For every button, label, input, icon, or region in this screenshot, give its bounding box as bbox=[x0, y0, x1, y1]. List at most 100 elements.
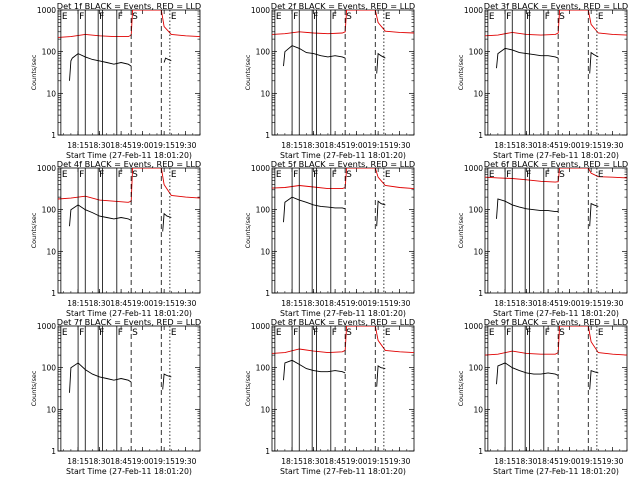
chart-title: Det 5f BLACK = Events, RED = LLD bbox=[271, 159, 415, 169]
event-marker-label: F bbox=[332, 170, 337, 180]
plot-frame bbox=[57, 325, 201, 452]
x-tick-label: 18:15 bbox=[494, 141, 516, 150]
y-tick-label: 10 bbox=[46, 247, 56, 256]
event-marker-label: F bbox=[332, 12, 337, 22]
series-line-lld bbox=[272, 326, 414, 354]
event-marker-label: E bbox=[62, 12, 68, 22]
x-tick-label: 18:15 bbox=[67, 457, 89, 466]
x-tick-label: 19:15 bbox=[153, 457, 175, 466]
x-tick-label: 19:30 bbox=[175, 141, 197, 150]
series-line-events bbox=[69, 362, 132, 393]
event-marker-label: F bbox=[99, 328, 104, 338]
data-area bbox=[272, 326, 414, 387]
event-marker-label: F bbox=[545, 170, 550, 180]
y-tick-label: 1000 bbox=[464, 6, 483, 15]
x-tick-label: 18:30 bbox=[303, 457, 325, 466]
x-axis-label: Start Time (27-Feb-11 18:01:20) bbox=[66, 151, 192, 160]
event-marker-label: F bbox=[293, 328, 298, 338]
chart-panel-8: Det 8f BLACK = Events, RED = LLD 1 10 100 10… bbox=[244, 317, 415, 476]
y-axis-label: Counts/sec bbox=[244, 212, 252, 248]
y-tick-label: 100 bbox=[42, 206, 57, 215]
event-marker-label: F bbox=[293, 170, 298, 180]
y-tick-label: 1000 bbox=[251, 6, 270, 15]
series-line-events bbox=[496, 362, 559, 385]
data-area bbox=[69, 362, 172, 393]
chart-panel-1: Det 1f BLACK = Events, RED = LLD 1 10 100 10… bbox=[30, 1, 201, 160]
event-marker-label: E bbox=[171, 12, 177, 22]
chart-title: Det 9f BLACK = Events, RED = LLD bbox=[484, 317, 628, 327]
y-axis-label: Counts/sec bbox=[457, 370, 465, 406]
y-tick-label: 100 bbox=[42, 48, 57, 57]
x-tick-label: 18:15 bbox=[67, 299, 89, 308]
event-marker-label: E bbox=[598, 12, 604, 22]
event-marker-label: E bbox=[385, 328, 391, 338]
event-marker-label: S bbox=[559, 12, 565, 22]
x-tick-label: 18:15 bbox=[67, 141, 89, 150]
y-tick-label: 100 bbox=[469, 206, 484, 215]
x-axis-label: Start Time (27-Feb-11 18:01:20) bbox=[280, 309, 406, 318]
x-tick-label: 19:00 bbox=[346, 299, 368, 308]
y-tick-label: 100 bbox=[256, 364, 271, 373]
event-marker-label: F bbox=[506, 12, 511, 22]
series-line-events bbox=[589, 202, 599, 227]
x-tick-label: 18:15 bbox=[281, 141, 303, 150]
y-tick-label: 10 bbox=[260, 405, 270, 414]
series-line-events bbox=[283, 196, 346, 223]
x-tick-label: 18:45 bbox=[110, 299, 132, 308]
event-marker-label: F bbox=[506, 170, 511, 180]
y-axis-label: Counts/sec bbox=[30, 212, 38, 248]
event-marker-label: F bbox=[526, 12, 531, 22]
chart-panel-5: Det 5f BLACK = Events, RED = LLD 1 10 100 10… bbox=[244, 159, 415, 318]
y-tick-label: 1000 bbox=[464, 322, 483, 331]
series-line-lld bbox=[272, 10, 414, 35]
x-tick-label: 18:15 bbox=[494, 457, 516, 466]
x-tick-label: 19:30 bbox=[175, 457, 197, 466]
event-marker-label: E bbox=[62, 170, 68, 180]
x-tick-label: 19:30 bbox=[602, 299, 624, 308]
x-tick-label: 19:15 bbox=[153, 141, 175, 150]
y-axis-label: Counts/sec bbox=[244, 54, 252, 90]
chart-title: Det 4f BLACK = Events, RED = LLD bbox=[57, 159, 201, 169]
plot-frame bbox=[484, 9, 628, 136]
event-marker-label: F bbox=[79, 12, 84, 22]
y-tick-label: 1 bbox=[51, 131, 56, 140]
plot-frame bbox=[57, 167, 201, 294]
y-axis-label: Counts/sec bbox=[30, 54, 38, 90]
event-marker-label: F bbox=[526, 328, 531, 338]
chart-panel-2: Det 2f BLACK = Events, RED = LLD 1 10 100 10… bbox=[244, 1, 415, 160]
event-marker-label: F bbox=[506, 328, 511, 338]
y-tick-label: 100 bbox=[256, 48, 271, 57]
chart-title: Det 6f BLACK = Events, RED = LLD bbox=[484, 159, 628, 169]
event-marker-label: E bbox=[62, 328, 68, 338]
series-line-events bbox=[283, 45, 346, 67]
x-tick-label: 19:30 bbox=[602, 141, 624, 150]
x-tick-label: 19:15 bbox=[580, 457, 602, 466]
plot-frame bbox=[271, 325, 415, 452]
event-marker-label: F bbox=[545, 12, 550, 22]
x-tick-label: 19:30 bbox=[389, 141, 411, 150]
x-tick-label: 18:15 bbox=[494, 299, 516, 308]
y-tick-label: 100 bbox=[42, 364, 57, 373]
data-area bbox=[272, 168, 414, 227]
x-tick-label: 18:30 bbox=[89, 457, 111, 466]
x-tick-label: 19:00 bbox=[132, 457, 154, 466]
x-tick-label: 19:00 bbox=[132, 141, 154, 150]
series-line-events bbox=[496, 47, 559, 69]
series-line-events bbox=[589, 51, 599, 74]
event-marker-label: F bbox=[118, 170, 123, 180]
x-tick-label: 18:45 bbox=[324, 299, 346, 308]
chart-panel-6: Det 6f BLACK = Events, RED = LLD 1 10 100 10… bbox=[457, 159, 628, 318]
x-tick-label: 19:15 bbox=[367, 141, 389, 150]
y-tick-label: 10 bbox=[46, 405, 56, 414]
x-axis-label: Start Time (27-Feb-11 18:01:20) bbox=[280, 151, 406, 160]
y-axis-label: Counts/sec bbox=[457, 54, 465, 90]
x-axis-label: Start Time (27-Feb-11 18:01:20) bbox=[66, 467, 192, 476]
event-marker-label: F bbox=[118, 328, 123, 338]
plot-frame bbox=[484, 167, 628, 294]
chart-title: Det 2f BLACK = Events, RED = LLD bbox=[271, 1, 415, 11]
event-marker-label: E bbox=[385, 170, 391, 180]
y-tick-label: 10 bbox=[46, 89, 56, 98]
event-marker-label: E bbox=[276, 12, 282, 22]
chart-panel-9: Det 9f BLACK = Events, RED = LLD 1 10 100 10… bbox=[457, 317, 628, 476]
x-tick-label: 19:15 bbox=[580, 299, 602, 308]
